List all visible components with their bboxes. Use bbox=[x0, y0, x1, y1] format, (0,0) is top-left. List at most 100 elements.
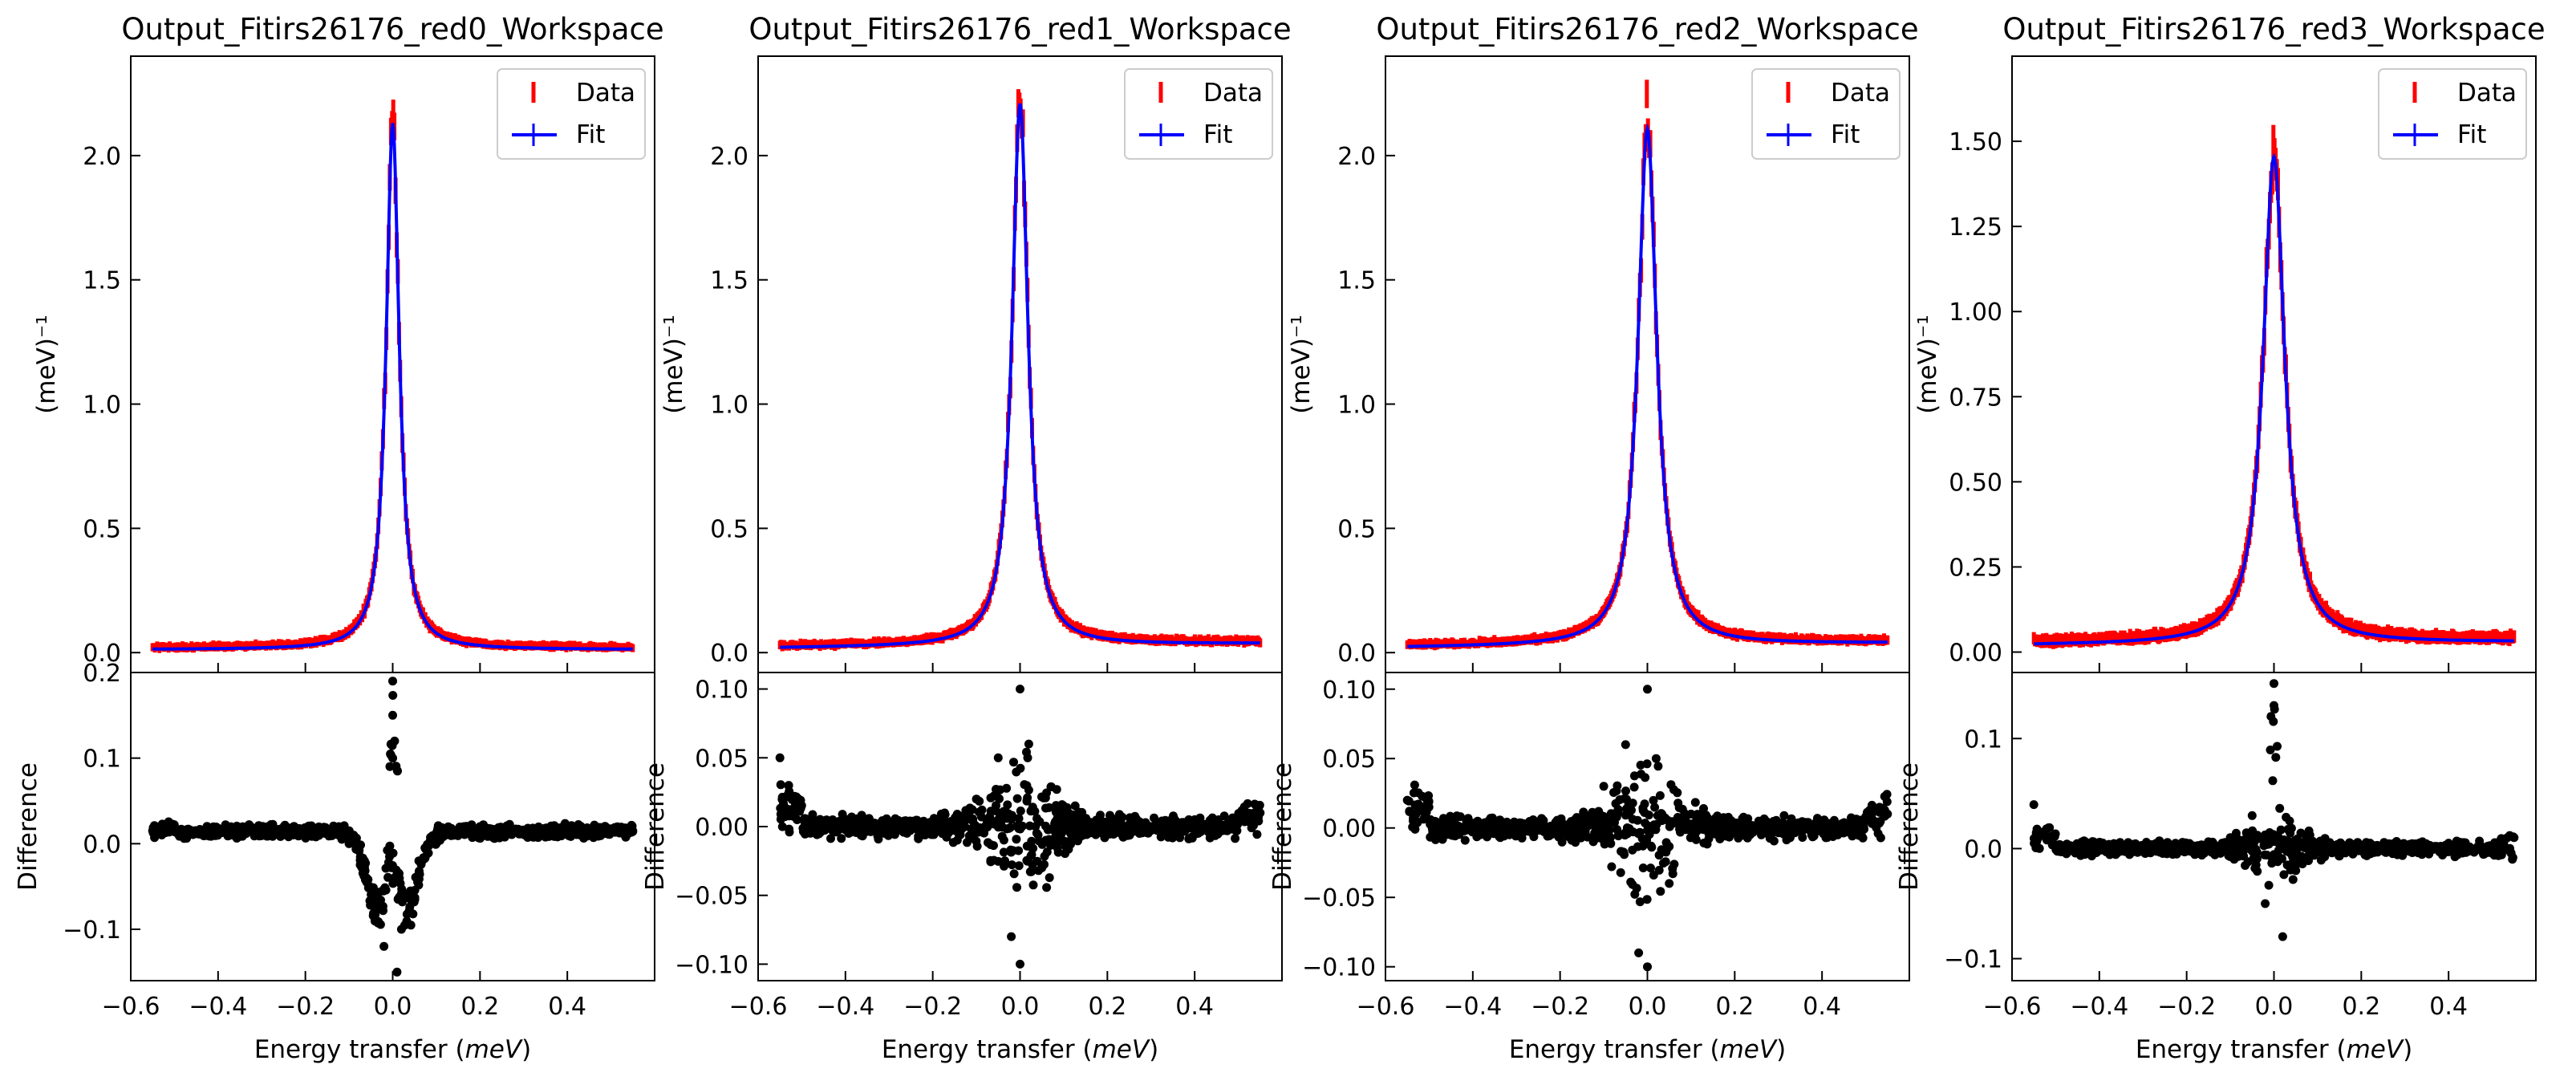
y-axis-label: (meV)⁻¹ bbox=[1287, 315, 1316, 413]
y-axis-label: (meV)⁻¹ bbox=[1913, 315, 1942, 413]
difference-point bbox=[1006, 847, 1016, 857]
data-errorbars bbox=[777, 89, 1263, 652]
difference-point bbox=[1234, 809, 1243, 819]
difference-point bbox=[1023, 793, 1032, 803]
difference-point bbox=[2291, 851, 2301, 861]
xtick-label: 0.4 bbox=[1803, 993, 1841, 1021]
difference-point bbox=[1686, 833, 1695, 843]
difference-point bbox=[423, 839, 432, 849]
difference-point bbox=[464, 827, 473, 836]
difference-point bbox=[1126, 823, 1135, 832]
difference-point bbox=[1730, 823, 1739, 833]
difference-point bbox=[2201, 846, 2211, 855]
difference-point bbox=[1456, 825, 1466, 835]
difference-point bbox=[1096, 811, 1105, 820]
panel-2: Output_Fitirs26176_red2_Workspace 0.0 0.5 1… bbox=[1268, 12, 1919, 1064]
difference-point bbox=[899, 816, 909, 826]
difference-point bbox=[203, 827, 213, 836]
difference-point bbox=[1150, 813, 1158, 823]
difference-point bbox=[437, 823, 447, 832]
difference-point bbox=[2247, 827, 2257, 837]
difference-point bbox=[817, 818, 826, 827]
difference-point bbox=[993, 815, 1003, 825]
difference-point bbox=[1793, 819, 1803, 828]
difference-point bbox=[784, 781, 793, 790]
difference-point bbox=[1653, 762, 1663, 771]
difference-point bbox=[1014, 861, 1024, 871]
difference-series-1 bbox=[775, 685, 1265, 969]
difference-point bbox=[2029, 800, 2038, 810]
ytick-label: 0.75 bbox=[1949, 384, 2002, 412]
difference-point bbox=[878, 824, 887, 834]
legend-fit-label: Fit bbox=[576, 120, 605, 149]
difference-point bbox=[1410, 824, 1420, 834]
ytick-label: 2.0 bbox=[83, 143, 121, 171]
difference-point bbox=[977, 812, 986, 822]
difference-point bbox=[2486, 843, 2496, 852]
difference-point bbox=[528, 827, 538, 836]
difference-point bbox=[1023, 753, 1032, 762]
difference-point bbox=[2168, 844, 2178, 854]
difference-point bbox=[1803, 822, 1813, 831]
difference-point bbox=[1000, 856, 1009, 866]
difference-point bbox=[1876, 833, 1885, 843]
difference-point bbox=[494, 828, 504, 838]
difference-point bbox=[2505, 846, 2515, 855]
difference-point bbox=[223, 831, 233, 841]
xtick-label: −0.2 bbox=[903, 993, 962, 1021]
difference-point bbox=[1196, 821, 1206, 831]
difference-point bbox=[1617, 847, 1626, 856]
difference-point bbox=[1256, 808, 1265, 818]
difference-series-0 bbox=[148, 677, 638, 977]
difference-point bbox=[1625, 803, 1635, 812]
difference-point bbox=[2252, 847, 2262, 857]
difference-point bbox=[1243, 815, 1252, 825]
ytick-label: 1.0 bbox=[83, 392, 121, 420]
difference-point bbox=[315, 829, 325, 839]
ytick-label: 0.5 bbox=[710, 515, 748, 543]
difference-point bbox=[1882, 790, 1892, 799]
difference-point bbox=[1026, 807, 1036, 816]
ytick-label: 0.5 bbox=[1337, 515, 1376, 543]
difference-point bbox=[952, 824, 962, 834]
ytick-label: 2.0 bbox=[710, 143, 748, 171]
difference-point bbox=[1713, 811, 1722, 821]
difference-point bbox=[1655, 790, 1665, 800]
difference-point bbox=[986, 816, 996, 826]
difference-point bbox=[2076, 839, 2086, 848]
ytick-label: 1.5 bbox=[83, 267, 121, 295]
difference-point bbox=[1592, 833, 1602, 843]
xtick-label: 0.2 bbox=[1715, 993, 1754, 1021]
difference-point bbox=[777, 822, 787, 831]
difference-point bbox=[1424, 797, 1434, 807]
x-axis-label-text: Energy transfer bbox=[2136, 1035, 2329, 1064]
difference-point bbox=[929, 814, 939, 823]
difference-point bbox=[385, 762, 395, 771]
difference-point bbox=[1635, 827, 1645, 837]
difference-point bbox=[1690, 798, 1700, 807]
difference-point bbox=[2045, 823, 2055, 832]
difference-point bbox=[2496, 843, 2505, 853]
difference-point bbox=[1621, 740, 1630, 750]
difference-point bbox=[2286, 828, 2295, 838]
difference-point bbox=[2331, 845, 2340, 855]
difference-point bbox=[1642, 895, 1652, 904]
chart-title: Output_Fitirs26176_red1_Workspace bbox=[748, 12, 1291, 47]
difference-point bbox=[2223, 847, 2233, 856]
difference-point bbox=[395, 873, 404, 883]
difference-point bbox=[1016, 959, 1024, 969]
ytick-label: 0.10 bbox=[695, 677, 748, 705]
difference-point bbox=[2316, 855, 2326, 865]
difference-point bbox=[2409, 847, 2419, 856]
legend: Data Fit bbox=[1751, 68, 1901, 160]
difference-point bbox=[1468, 823, 1478, 833]
difference-point bbox=[1580, 813, 1589, 823]
difference-point bbox=[2104, 839, 2114, 849]
difference-point bbox=[1024, 739, 1033, 749]
difference-point bbox=[2279, 870, 2289, 880]
difference-point bbox=[383, 872, 393, 882]
difference-point bbox=[936, 809, 946, 819]
difference-point bbox=[837, 834, 846, 843]
difference-point bbox=[424, 848, 433, 858]
difference-point bbox=[1658, 859, 1668, 868]
